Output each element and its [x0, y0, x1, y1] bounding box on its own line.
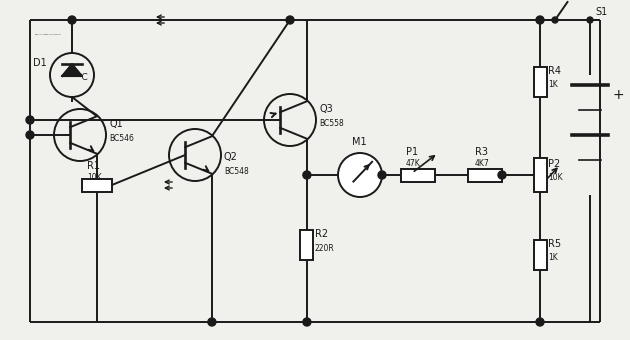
Polygon shape [62, 64, 82, 76]
Circle shape [378, 171, 386, 179]
Text: P1: P1 [406, 147, 418, 157]
Text: 10K: 10K [548, 173, 563, 182]
FancyBboxPatch shape [401, 169, 435, 182]
Text: 10K: 10K [87, 173, 101, 182]
Text: 4K7: 4K7 [475, 159, 490, 168]
Text: R1: R1 [87, 161, 100, 171]
Text: +: + [612, 88, 624, 102]
Text: Figura 2 – Diagrama do instrumento: Figura 2 – Diagrama do instrumento [35, 34, 60, 35]
Text: D1: D1 [33, 58, 47, 68]
Text: 47K: 47K [406, 159, 421, 168]
Text: M1: M1 [352, 137, 367, 147]
Circle shape [587, 17, 593, 23]
Circle shape [498, 171, 506, 179]
Circle shape [536, 16, 544, 24]
Text: R5: R5 [548, 239, 561, 249]
Text: °C: °C [77, 72, 88, 82]
Circle shape [68, 16, 76, 24]
FancyBboxPatch shape [534, 158, 546, 192]
Circle shape [303, 171, 311, 179]
Circle shape [536, 318, 544, 326]
FancyBboxPatch shape [468, 169, 502, 182]
FancyBboxPatch shape [301, 230, 313, 260]
Text: 1K: 1K [548, 253, 558, 262]
FancyBboxPatch shape [534, 240, 546, 270]
Text: R2: R2 [315, 229, 328, 239]
Text: 220R: 220R [315, 244, 335, 253]
FancyBboxPatch shape [82, 178, 112, 191]
Text: Q3: Q3 [319, 104, 333, 114]
Circle shape [208, 318, 216, 326]
Circle shape [286, 16, 294, 24]
Text: S1: S1 [595, 7, 607, 17]
Text: R4: R4 [548, 66, 561, 76]
Circle shape [26, 116, 34, 124]
Text: R3: R3 [475, 147, 488, 157]
Circle shape [338, 153, 382, 197]
Text: BC546: BC546 [109, 134, 134, 143]
Text: P2: P2 [548, 159, 560, 169]
FancyBboxPatch shape [534, 67, 546, 97]
Circle shape [552, 17, 558, 23]
Text: 1K: 1K [548, 80, 558, 89]
Circle shape [303, 318, 311, 326]
Text: Q2: Q2 [224, 152, 238, 162]
Text: Q1: Q1 [109, 119, 123, 129]
Text: BC558: BC558 [319, 119, 344, 128]
Circle shape [26, 131, 34, 139]
Text: BC548: BC548 [224, 167, 249, 176]
